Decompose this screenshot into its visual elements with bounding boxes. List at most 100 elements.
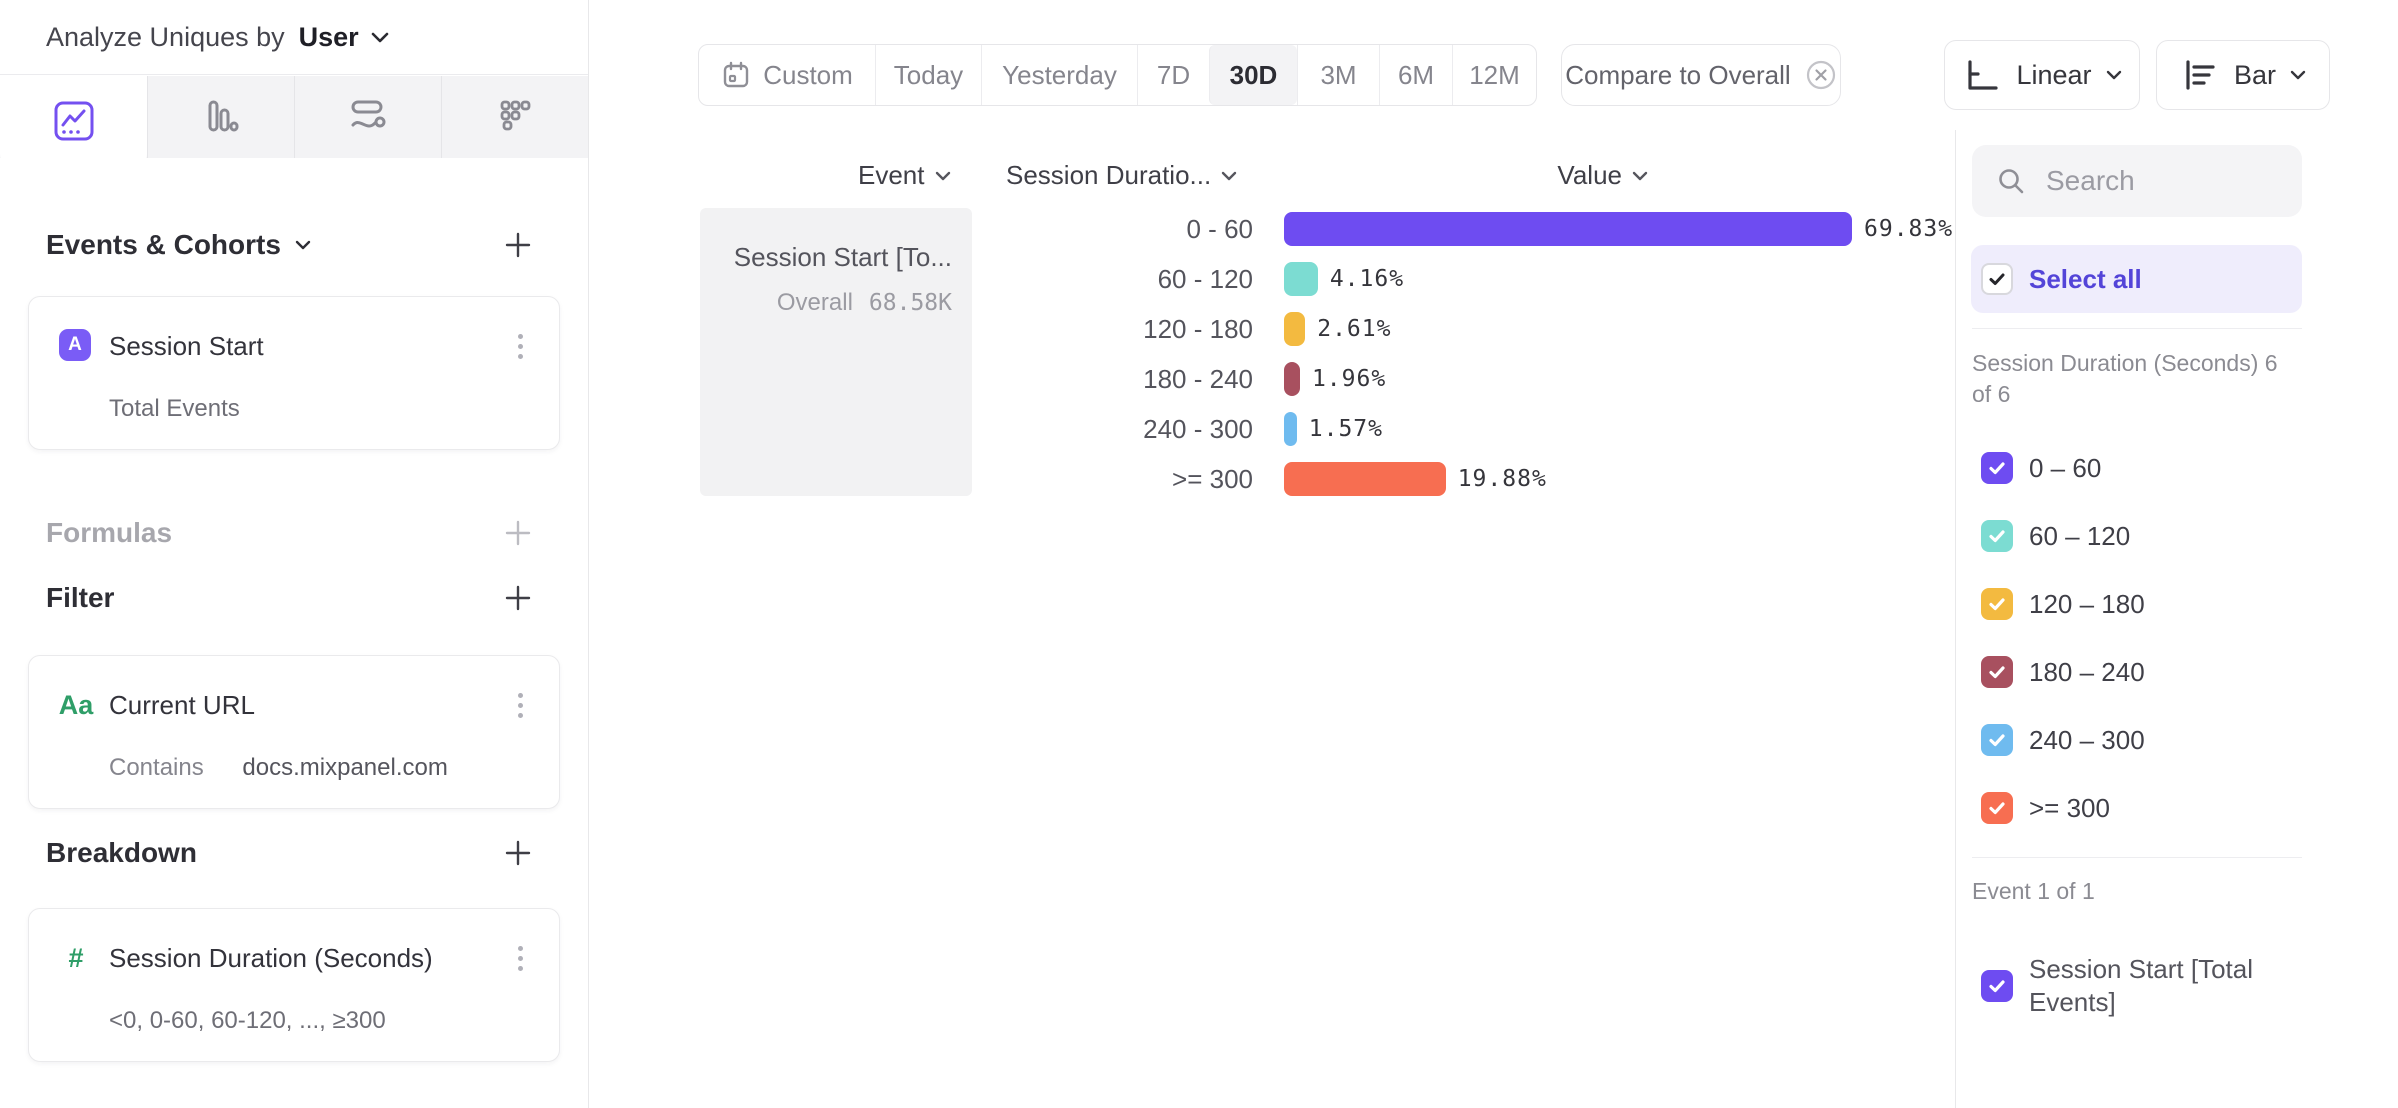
checked-checkbox[interactable] [1981,792,2013,824]
event-row-title: Session Start [To... [733,242,952,272]
filter-card[interactable]: Aa Current URL Contains docs.mixpanel.co… [28,655,560,809]
bar-gte-300[interactable] [1284,462,1446,496]
legend-item-240-300[interactable]: 240 – 300 [1981,720,2145,760]
bar-240-300[interactable] [1284,412,1297,446]
add-event-button[interactable] [504,231,532,259]
bucket-label: >= 300 [1172,463,1253,494]
chevron-down-icon [2106,70,2121,80]
event-row-cell[interactable]: Session Start [To... Overall 68.58K [700,208,972,496]
checkmark-icon [1989,598,2005,611]
legend-item-0-60[interactable]: 0 – 60 [1981,448,2101,488]
kebab-menu-icon[interactable] [507,329,533,363]
filter-section-header: Filter [46,581,532,615]
overall-value: 68.58K [868,290,952,316]
range-3m[interactable]: 3M [1297,45,1379,105]
filter-title: Filter [46,582,115,613]
add-formula-button[interactable] [504,519,532,547]
breakdown-title: Breakdown [46,837,197,868]
panel-divider-line [1972,857,2302,858]
panel-divider-line [1972,328,2302,329]
bar-chart-icon [208,100,239,132]
chevron-down-icon [1222,171,1237,180]
checkmark-icon [1989,802,2005,815]
bar-value-label: 1.57% [1308,416,1384,442]
kebab-menu-icon[interactable] [507,941,533,975]
checked-checkbox[interactable] [1981,724,2013,756]
kebab-menu-icon[interactable] [507,688,533,722]
chevron-down-icon [935,171,950,180]
horizontal-bar-chart-icon [2186,60,2215,90]
range-7d[interactable]: 7D [1137,45,1209,105]
chart-bar-row: 240 - 300 1.57% [1000,412,1383,446]
legend-item-180-240[interactable]: 180 – 240 [1981,652,2145,692]
range-today[interactable]: Today [875,45,981,105]
analyze-by-header: Analyze Uniques by User [0,0,588,75]
tab-bar-chart[interactable] [147,76,294,158]
column-header-breakdown[interactable]: Session Duratio... [1006,160,1237,191]
legend-search-box[interactable] [1972,145,2302,217]
filter-operator[interactable]: Contains [109,754,204,781]
remove-compare-icon[interactable] [1805,59,1837,91]
event-card[interactable]: A Session Start Total Events [28,296,560,450]
checked-checkbox[interactable] [1981,452,2013,484]
bucket-label: 240 - 300 [1143,413,1253,444]
breakdown-card[interactable]: # Session Duration (Seconds) <0, 0-60, 6… [28,908,560,1062]
legend-item-120-180[interactable]: 120 – 180 [1981,584,2145,624]
column-header-event[interactable]: Event [858,160,951,191]
tab-retention[interactable] [441,76,588,158]
overall-label: Overall [776,289,853,316]
column-header-value[interactable]: Value [1500,160,1648,191]
checked-checkbox[interactable] [1981,520,2013,552]
checkmark-icon [1989,273,2005,285]
checked-checkbox[interactable] [1981,656,2013,688]
event-letter-badge: A [59,329,91,361]
compare-to-overall-chip[interactable]: Compare to Overall [1561,44,1841,106]
checked-checkbox[interactable] [1981,970,2013,1002]
analyze-by-label: Analyze Uniques by [46,21,285,52]
range-12m[interactable]: 12M [1452,45,1536,105]
legend-event-item[interactable]: Session Start [Total Events] [1981,948,2315,1024]
checked-checkbox[interactable] [1981,588,2013,620]
bar-value-label: 4.16% [1329,266,1405,292]
add-filter-button[interactable] [504,584,532,612]
event-card-title[interactable]: Session Start [109,331,264,361]
breakdown-card-title[interactable]: Session Duration (Seconds) [109,943,433,973]
bar-60-120[interactable] [1284,262,1318,296]
range-30d[interactable]: 30D [1209,45,1297,105]
range-custom[interactable]: Custom [699,45,875,105]
search-input[interactable] [2044,164,2278,198]
select-all-row[interactable]: Select all [1971,245,2302,313]
filter-value[interactable]: docs.mixpanel.com [242,754,448,781]
search-icon [1999,169,2024,194]
chart-type-dropdown-button[interactable]: Bar [2156,40,2330,110]
bar-180-240[interactable] [1284,362,1300,396]
range-6m[interactable]: 6M [1379,45,1452,105]
flows-icon [351,100,386,128]
add-breakdown-button[interactable] [504,839,532,867]
events-cohorts-section-header: Events & Cohorts [46,228,532,262]
bar-value-label: 1.96% [1311,366,1387,392]
tab-flows[interactable] [294,76,441,158]
bar-120-180[interactable] [1284,312,1306,346]
select-all-checkbox[interactable] [1981,263,2013,295]
event-group-label: Event 1 of 1 [1972,878,2095,904]
date-range-segmented-control: Custom Today Yesterday 7D 30D 3M 6M 12M [698,44,1537,106]
report-type-tab-bar [0,76,588,166]
event-card-subtitle[interactable]: Total Events [109,395,240,422]
bar-value-label: 2.61% [1317,316,1392,342]
chart-bar-row: 180 - 240 1.96% [1000,362,1386,396]
checkmark-icon [1989,666,2005,679]
filter-card-condition[interactable]: Contains docs.mixpanel.com [109,754,448,782]
events-cohorts-title[interactable]: Events & Cohorts [46,229,311,261]
legend-item-gte-300[interactable]: >= 300 [1981,788,2110,828]
breakdown-card-buckets[interactable]: <0, 0-60, 60-120, ..., ≥300 [109,1007,386,1034]
filter-card-title[interactable]: Current URL [109,690,255,720]
range-yesterday[interactable]: Yesterday [981,45,1137,105]
retention-dots-icon [500,100,531,131]
tab-insights[interactable] [0,76,147,166]
bar-0-60[interactable] [1284,212,1852,246]
legend-item-60-120[interactable]: 60 – 120 [1981,516,2130,556]
analyze-by-value-dropdown[interactable]: User [298,21,359,52]
scale-dropdown-button[interactable]: Linear [1944,40,2140,110]
